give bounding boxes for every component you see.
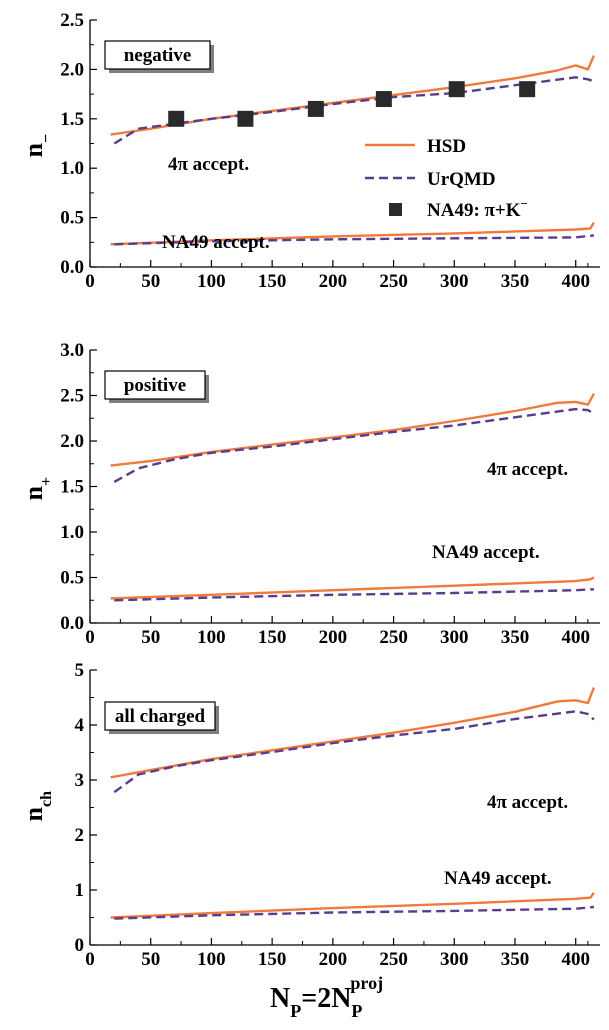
y-tick-label: 0 bbox=[75, 935, 85, 956]
y-tick-label: 0.5 bbox=[60, 568, 84, 589]
x-axis-title: NP=2NPproj bbox=[270, 973, 383, 1021]
urqmd-line bbox=[113, 710, 595, 794]
x-tick-label: 300 bbox=[440, 271, 469, 292]
x-tick-label: 0 bbox=[85, 271, 95, 292]
urqmd-line bbox=[114, 905, 595, 920]
y-tick-label: 1.5 bbox=[60, 109, 84, 130]
x-tick-label: 150 bbox=[258, 271, 287, 292]
panels: 0.00.51.01.52.02.50 50 100 150 200 250 300 350 4… bbox=[19, 10, 600, 970]
y-axis-label: nch bbox=[19, 791, 55, 822]
x-tick-label: 200 bbox=[319, 271, 348, 292]
x-tick-label: 100 bbox=[197, 271, 226, 292]
y-tick-label: 2.0 bbox=[60, 59, 84, 80]
legend-urqmd-label: UrQMD bbox=[427, 169, 496, 190]
na49-data-marker bbox=[168, 110, 185, 127]
y-tick-label: 3 bbox=[75, 770, 85, 791]
x-title-sup2: proj bbox=[350, 973, 383, 993]
x-tick-label: 350 bbox=[501, 271, 530, 292]
legend-na49-swatch bbox=[389, 203, 402, 216]
y-tick-label: 2.5 bbox=[60, 386, 84, 407]
na49-data-marker bbox=[448, 81, 465, 98]
x-tick-label: 250 bbox=[379, 627, 408, 648]
hsd-line bbox=[110, 576, 595, 600]
hsd-line bbox=[110, 393, 595, 467]
x-title-main: N bbox=[270, 983, 290, 1014]
x-title-sub2: P bbox=[351, 1001, 362, 1021]
panel-label-text: all charged bbox=[115, 706, 206, 727]
y-tick-label: 1.5 bbox=[60, 477, 84, 498]
x-title-mid: =2N bbox=[301, 983, 351, 1014]
panel-label-box bbox=[104, 40, 211, 70]
y-tick-label: 2.5 bbox=[60, 10, 84, 31]
x-tick-label: 50 bbox=[141, 271, 160, 292]
x-tick-label: 400 bbox=[561, 271, 590, 292]
panel-label-box bbox=[104, 701, 216, 731]
x-tick-label: 250 bbox=[379, 949, 408, 970]
annotation-4pi: 4π accept. bbox=[487, 792, 568, 813]
x-title-sub: P bbox=[290, 1001, 301, 1021]
urqmd-line bbox=[114, 588, 594, 602]
panel-negative: 0.0 0.5 1.0 1.5 2.0 2.5 0 50 100 150 200 250 300 350 4… bbox=[19, 10, 600, 292]
na49-data-marker bbox=[307, 100, 324, 117]
x-tick-label: 350 bbox=[501, 627, 530, 648]
x-tick-label: 400 bbox=[561, 627, 590, 648]
y-tick-label: 1 bbox=[75, 880, 85, 901]
urqmd-line bbox=[113, 407, 595, 483]
panel-label-text: negative bbox=[124, 45, 192, 66]
annotation-na49: NA49 accept. bbox=[162, 232, 270, 253]
x-tick-label: 100 bbox=[197, 949, 226, 970]
hsd-line bbox=[110, 687, 596, 779]
y-tick-label: 4 bbox=[75, 715, 85, 736]
annotation-4pi: 4π accept. bbox=[487, 459, 568, 480]
na49-data-marker bbox=[519, 81, 536, 98]
svg-text:NP=2NPproj: NP=2NPproj bbox=[270, 973, 383, 1021]
na49-data-marker bbox=[375, 91, 392, 108]
annotation-4pi: 4π accept. bbox=[168, 154, 249, 175]
legend: HSD UrQMD NA49: π+K− bbox=[365, 136, 528, 221]
hsd-line bbox=[110, 892, 595, 919]
annotation-na49: NA49 accept. bbox=[444, 868, 552, 889]
y-tick-label: 1.0 bbox=[60, 522, 84, 543]
y-tick-label: 2 bbox=[75, 825, 85, 846]
legend-hsd-label: HSD bbox=[427, 136, 466, 157]
x-tick-label: 300 bbox=[440, 627, 469, 648]
panel-positive: 0.0 0.5 1.0 1.5 2.0 2.5 3.0 0 50 100 150 200 250 300 3… bbox=[19, 340, 600, 648]
x-tick-label: 50 bbox=[141, 949, 160, 970]
y-tick-label: 2.0 bbox=[60, 431, 84, 452]
x-tick-label: 50 bbox=[141, 627, 160, 648]
legend-na49-label: NA49: π+K− bbox=[427, 196, 528, 221]
panel-label-box bbox=[104, 370, 206, 400]
x-tick-label: 150 bbox=[258, 627, 287, 648]
y-tick-label: 0.5 bbox=[60, 208, 84, 229]
na49-data-marker bbox=[237, 110, 254, 127]
x-tick-label: 150 bbox=[258, 949, 287, 970]
panel-label-text: positive bbox=[124, 375, 186, 396]
x-tick-label: 400 bbox=[561, 949, 590, 970]
x-tick-label: 0 bbox=[85, 627, 95, 648]
y-tick-label: 0.0 bbox=[60, 613, 84, 634]
y-tick-label: 3.0 bbox=[60, 340, 84, 361]
x-tick-label: 100 bbox=[197, 627, 226, 648]
x-tick-label: 300 bbox=[440, 949, 469, 970]
annotation-na49: NA49 accept. bbox=[432, 542, 540, 563]
y-tick-label: 1.0 bbox=[60, 158, 84, 179]
y-axis-label: n+ bbox=[19, 477, 55, 501]
urqmd-line bbox=[114, 234, 595, 246]
y-tick-label: 5 bbox=[75, 660, 85, 681]
x-tick-label: 350 bbox=[501, 949, 530, 970]
x-tick-label: 250 bbox=[379, 271, 408, 292]
hsd-line bbox=[110, 221, 595, 246]
x-tick-label: 200 bbox=[319, 627, 348, 648]
x-tick-label: 200 bbox=[319, 949, 348, 970]
y-axis-label: n− bbox=[19, 134, 55, 158]
y-tick-label: 0.0 bbox=[60, 257, 84, 278]
x-tick-label: 0 bbox=[85, 949, 95, 970]
